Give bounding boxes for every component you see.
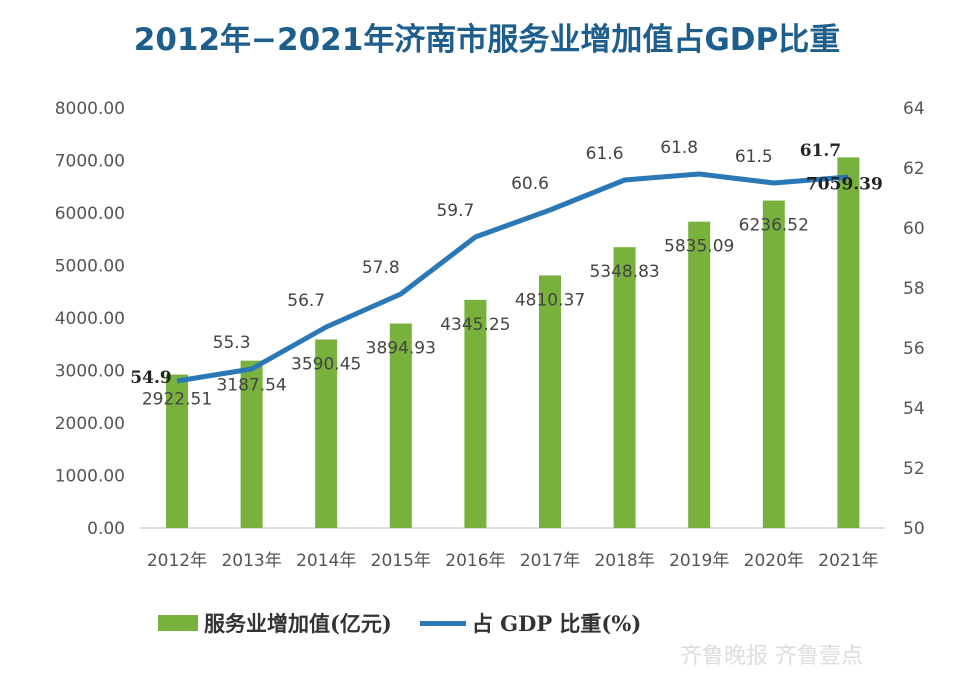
left-axis-tick: 3000.00 [55,362,125,382]
line-data-label: 57.8 [362,258,400,278]
right-axis-tick: 58 [903,279,925,299]
line-data-label: 56.7 [287,291,325,311]
legend-line-label: 占 GDP 比重(%) [471,611,642,636]
line-data-label: 61.8 [660,138,698,158]
left-axis-tick: 2000.00 [55,414,125,434]
bar-data-label: 4810.37 [515,290,585,310]
bar-data-label: 5835.09 [664,237,734,257]
bar-data-label: 4345.25 [440,315,510,335]
x-axis-tick: 2019年 [669,551,729,571]
line-data-label: 61.6 [586,144,624,164]
bar-data-label: 3590.45 [291,355,361,375]
bar-data-label: 3894.93 [366,339,436,359]
bar-data-label: 6236.52 [739,216,809,236]
bar [762,200,785,528]
line-data-label: 60.6 [511,174,549,194]
left-axis-tick: 5000.00 [55,257,125,277]
x-axis-tick: 2012年 [147,551,207,571]
bar [464,299,487,528]
line-data-label: 59.7 [436,201,474,221]
bar [688,221,711,528]
bar [240,360,263,528]
x-axis-tick: 2018年 [594,551,654,571]
right-axis-tick: 56 [903,339,925,359]
legend-line-swatch [419,620,466,626]
left-axis-tick: 8000.00 [55,99,125,119]
bar [539,275,561,528]
line-data-label: 61.7 [800,141,841,161]
right-axis-tick: 50 [903,519,925,539]
bar-data-label: 5348.83 [589,262,659,282]
watermark: 齐鲁晚报 齐鲁壹点 [680,644,863,669]
right-axis-tick: 64 [903,99,925,119]
legend-bar-swatch [158,615,198,631]
line-series [176,171,849,384]
bar-data-label: 7059.39 [806,174,883,194]
right-axis-tick: 62 [903,159,925,179]
x-axis-tick: 2015年 [371,551,431,571]
bar [315,339,338,528]
bar-data-label: 2922.51 [142,390,212,410]
bar [613,247,636,528]
x-axis-tick: 2016年 [445,551,505,571]
legend: 服务业增加值(亿元) 占 GDP 比重(%) [158,608,641,638]
left-axis-tick: 7000.00 [55,152,125,172]
legend-bar-label: 服务业增加值(亿元) [204,611,392,636]
bar [837,157,860,528]
x-axis-tick: 2020年 [744,551,804,571]
x-axis-tick: 2013年 [221,551,281,571]
right-axis-tick: 52 [903,459,925,479]
left-axis-tick: 1000.00 [55,467,125,487]
bar-data-label: 3187.54 [216,376,286,396]
x-axis-tick: 2014年 [296,551,356,571]
right-axis-tick: 60 [903,219,925,239]
chart-title: 2012年−2021年济南市服务业增加值占GDP比重 [133,22,841,58]
line-data-label: 61.5 [735,147,773,167]
left-axis-tick: 4000.00 [55,309,125,329]
x-axis-tick: 2017年 [520,551,580,571]
line-data-label: 54.9 [130,368,171,388]
right-axis-tick: 54 [903,399,925,419]
left-axis-tick: 6000.00 [55,204,125,224]
bar [166,374,188,528]
x-axis-tick: 2021年 [818,551,878,571]
bar [389,323,412,528]
line-data-label: 55.3 [213,333,251,353]
left-axis-tick: 0.00 [87,519,125,539]
